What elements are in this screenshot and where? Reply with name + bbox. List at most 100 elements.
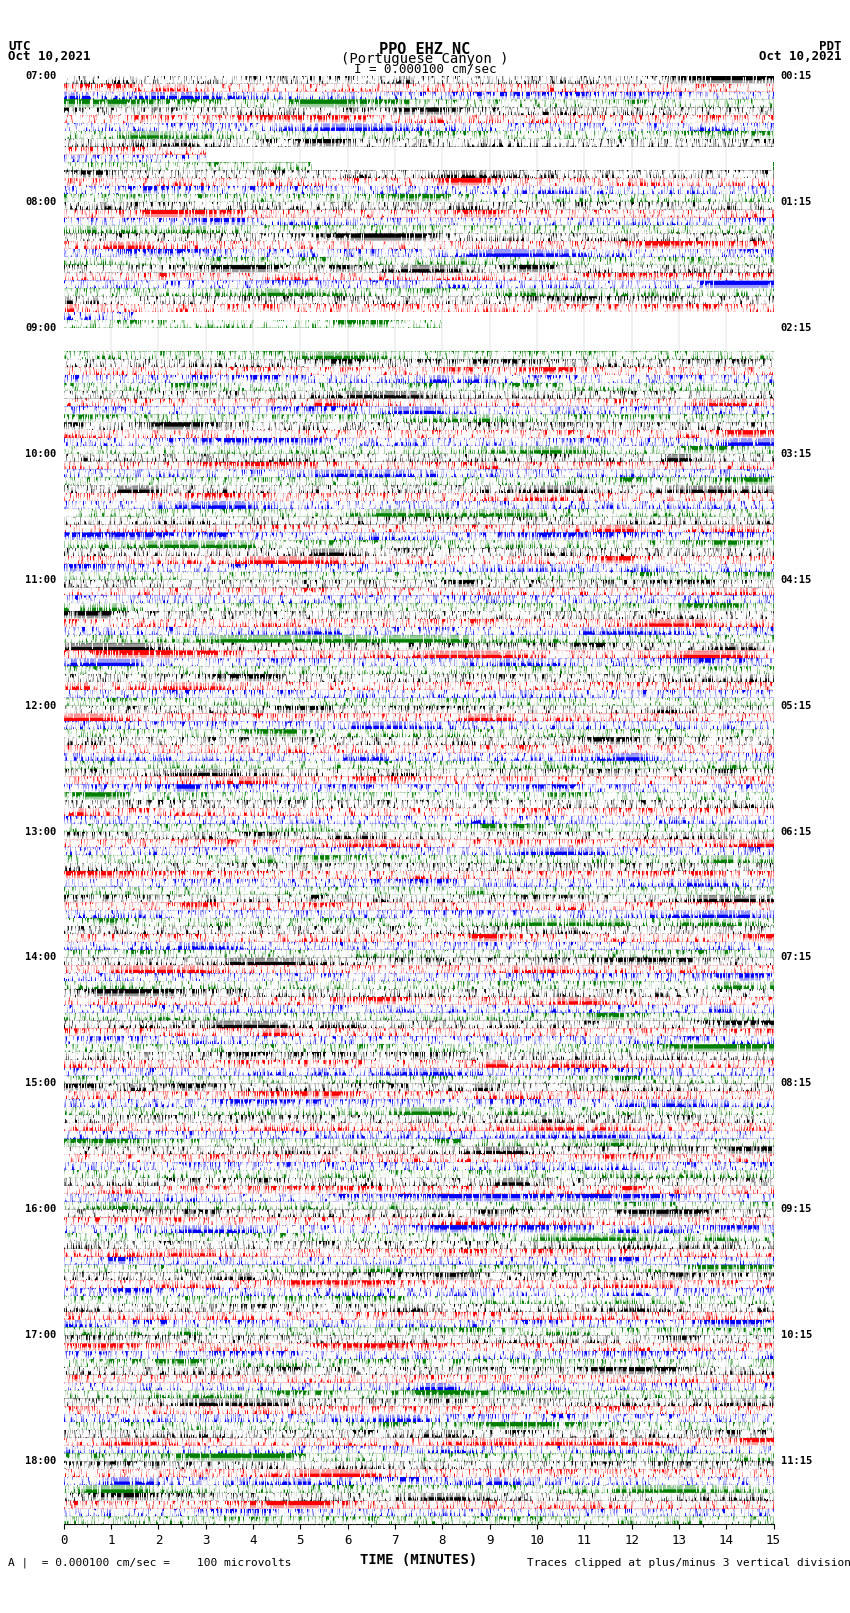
Bar <box>64 611 774 619</box>
Text: 10:00: 10:00 <box>26 448 57 458</box>
Bar <box>64 163 774 171</box>
Bar <box>64 1036 774 1044</box>
Bar <box>64 650 774 658</box>
Bar <box>64 336 774 344</box>
Bar <box>64 1453 774 1461</box>
Text: A |  = 0.000100 cm/sec =    100 microvolts: A | = 0.000100 cm/sec = 100 microvolts <box>8 1557 292 1568</box>
Bar <box>64 100 774 108</box>
Bar <box>64 753 774 761</box>
Bar <box>64 926 774 934</box>
Text: 11:15: 11:15 <box>780 1457 812 1466</box>
Bar <box>64 565 774 571</box>
Bar <box>64 123 774 131</box>
Bar <box>64 1352 774 1360</box>
Bar <box>64 1210 774 1218</box>
Bar <box>442 319 774 327</box>
Bar <box>64 768 774 776</box>
Bar <box>64 1415 774 1423</box>
Bar <box>64 406 774 415</box>
Bar <box>64 705 774 713</box>
Bar <box>64 690 774 698</box>
Bar <box>64 1107 774 1115</box>
Text: Oct 10,2021: Oct 10,2021 <box>759 50 842 63</box>
Bar <box>64 352 774 360</box>
Bar <box>64 1226 774 1232</box>
Bar <box>64 1021 774 1029</box>
Bar <box>64 360 774 368</box>
Bar <box>64 344 774 352</box>
Bar <box>64 965 774 973</box>
Bar <box>64 627 774 636</box>
Bar <box>64 540 774 548</box>
Bar <box>64 1131 774 1139</box>
Bar <box>64 808 774 816</box>
Bar <box>64 579 774 587</box>
Bar <box>64 1248 774 1257</box>
Bar <box>64 918 774 926</box>
Bar <box>64 642 774 650</box>
Bar <box>64 910 774 918</box>
Bar <box>64 1366 774 1374</box>
Bar <box>64 556 774 565</box>
Bar <box>64 1060 774 1068</box>
Text: 09:15: 09:15 <box>780 1205 812 1215</box>
Bar <box>64 1123 774 1131</box>
Text: PDT: PDT <box>819 40 842 53</box>
Bar <box>64 571 774 579</box>
Bar <box>64 816 774 824</box>
Bar <box>64 218 774 226</box>
Bar <box>64 202 774 210</box>
Bar <box>64 516 774 524</box>
Bar <box>64 855 774 863</box>
Bar <box>64 1445 774 1453</box>
Bar <box>64 958 774 965</box>
Bar <box>64 847 774 855</box>
Text: 00:15: 00:15 <box>780 71 812 81</box>
Bar <box>64 1407 774 1415</box>
Bar <box>206 155 774 163</box>
Bar <box>64 1469 774 1478</box>
Bar <box>64 698 774 705</box>
Bar <box>206 147 774 155</box>
Bar <box>64 265 774 273</box>
Bar <box>64 524 774 532</box>
Bar <box>64 84 774 92</box>
Bar <box>64 1068 774 1076</box>
Bar <box>64 887 774 895</box>
X-axis label: TIME (MINUTES): TIME (MINUTES) <box>360 1553 477 1566</box>
Bar <box>64 619 774 627</box>
Bar <box>64 1155 774 1161</box>
Bar <box>64 226 774 234</box>
Bar <box>64 1360 774 1366</box>
Bar <box>64 445 774 453</box>
Bar <box>64 171 774 177</box>
Bar <box>64 1115 774 1123</box>
Bar <box>64 1344 774 1352</box>
Bar <box>64 248 774 256</box>
Bar <box>64 824 774 832</box>
Bar <box>64 305 774 311</box>
Bar <box>64 989 774 997</box>
Bar <box>64 879 774 887</box>
Bar <box>64 1382 774 1390</box>
Bar <box>64 1500 774 1508</box>
Bar <box>64 1516 774 1524</box>
Text: 07:15: 07:15 <box>780 953 812 963</box>
Bar <box>64 115 774 123</box>
Bar <box>64 256 774 265</box>
Bar <box>64 1327 774 1336</box>
Bar <box>64 784 774 792</box>
Bar <box>64 1186 774 1194</box>
Bar <box>64 532 774 540</box>
Bar <box>64 682 774 690</box>
Bar <box>64 415 774 423</box>
Bar <box>64 800 774 808</box>
Bar <box>64 1289 774 1295</box>
Bar <box>64 1161 774 1169</box>
Bar <box>64 1013 774 1021</box>
Bar <box>64 1429 774 1437</box>
Bar <box>64 1398 774 1407</box>
Bar <box>64 721 774 729</box>
Bar <box>64 737 774 745</box>
Bar <box>64 1336 774 1344</box>
